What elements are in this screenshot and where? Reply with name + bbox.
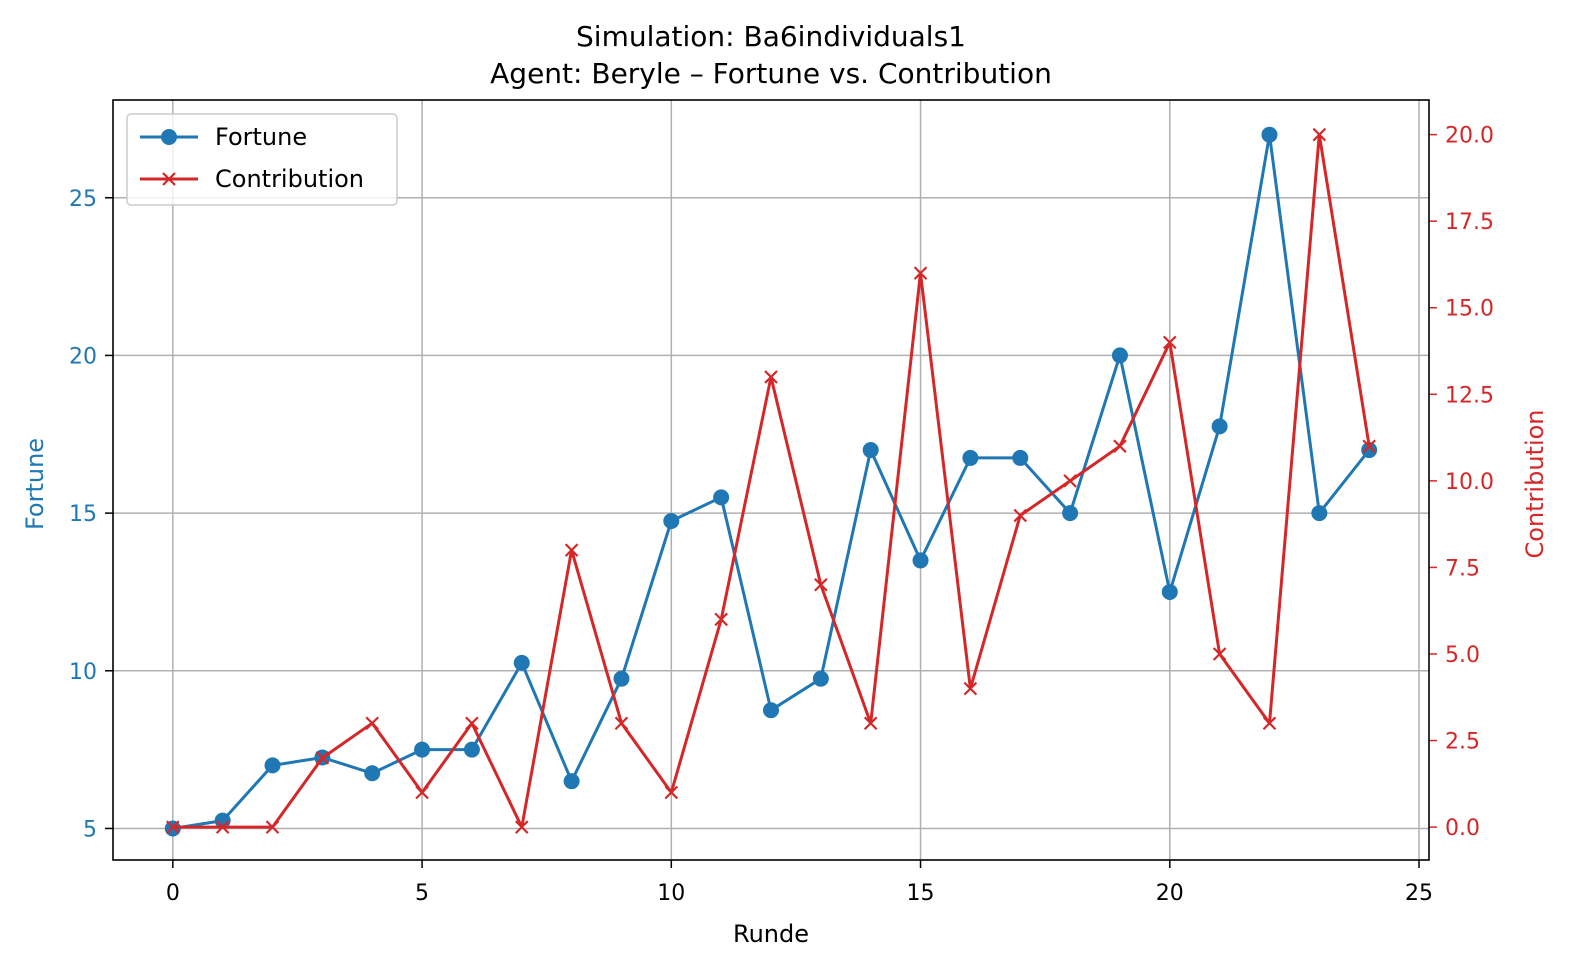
fortune-point	[1062, 505, 1079, 522]
contribution-point	[1163, 335, 1177, 350]
contribution-point	[315, 751, 330, 765]
x-tick-label: 0	[166, 881, 180, 906]
chart-title: Simulation: Ba6individuals1	[576, 20, 966, 53]
legend-contribution-marker	[162, 172, 176, 186]
y-left-tick-label: 5	[83, 817, 97, 842]
fortune-point	[962, 449, 979, 466]
fortune-point	[763, 702, 779, 719]
fortune-point	[1361, 442, 1378, 459]
y-right-tick-label: 10.0	[1445, 470, 1494, 495]
legend-fortune-marker	[161, 129, 177, 145]
grid-lines	[113, 100, 1429, 860]
legend-fortune-label: Fortune	[215, 123, 307, 151]
contribution-point	[1212, 647, 1227, 661]
contribution-point	[664, 785, 679, 800]
fortune-point	[264, 757, 281, 774]
y-right-tick-label: 0.0	[1445, 816, 1480, 841]
y-right-tick-label: 2.5	[1445, 730, 1480, 755]
contribution-point	[215, 820, 230, 834]
y-right-tick-label: 5.0	[1445, 643, 1480, 668]
fortune-point	[663, 512, 680, 529]
y-left-tick-label: 20	[69, 344, 97, 369]
y-axis-left-label: Fortune	[21, 438, 49, 530]
fortune-point	[513, 654, 530, 671]
fortune-point	[563, 773, 580, 790]
contribution-point	[1013, 508, 1028, 523]
contribution-point	[1362, 439, 1376, 454]
fortune-point	[713, 489, 730, 506]
fortune-point	[912, 552, 929, 569]
fortune-point	[1311, 505, 1328, 522]
y-axis-right-label: Contribution	[1521, 409, 1549, 558]
y-left-tick-label: 25	[69, 187, 97, 212]
contribution-point	[564, 543, 579, 557]
fortune-point	[414, 741, 431, 758]
fortune-point	[1111, 347, 1128, 364]
contribution-point	[365, 716, 379, 731]
contribution-point	[415, 785, 429, 800]
x-tick-label: 15	[907, 881, 935, 906]
contribution-point	[1312, 127, 1327, 142]
x-tick-label: 5	[415, 881, 429, 906]
y-left-tick-label: 10	[69, 660, 97, 685]
contribution-point	[1063, 474, 1077, 488]
y-right-tick-label: 17.5	[1445, 210, 1494, 235]
contribution-point	[514, 820, 529, 834]
chart-subtitle: Agent: Beryle – Fortune vs. Contribution	[490, 57, 1052, 90]
x-tick-label: 20	[1156, 881, 1184, 906]
plot-frame	[112, 99, 1430, 861]
contribution-point	[166, 820, 180, 834]
fortune-point	[812, 670, 829, 687]
contribution-point	[863, 716, 878, 731]
y-left-tick-label: 15	[69, 502, 97, 527]
fortune-point	[862, 442, 879, 459]
legend-contribution-label: Contribution	[215, 165, 364, 193]
x-axis-label: Runde	[733, 920, 809, 948]
y-right-tick-label: 20.0	[1445, 124, 1494, 149]
contribution-point	[465, 716, 479, 731]
contribution-point	[963, 681, 978, 696]
x-tick-label: 10	[657, 881, 685, 906]
x-tick-label: 25	[1405, 881, 1433, 906]
fortune-point	[1211, 418, 1228, 435]
fortune-point	[1161, 583, 1178, 600]
series-layer	[164, 126, 1378, 837]
contribution-point	[714, 612, 728, 627]
fortune-point	[463, 741, 480, 758]
fortune-point	[1012, 449, 1029, 466]
y-right-tick-label: 12.5	[1445, 383, 1494, 408]
contribution-point	[1262, 716, 1277, 731]
contribution-point	[764, 370, 778, 384]
ticks-layer: 0 5 10 15 20 25 5 10 15 20 25 0.0 2.5 5.0 7.5 10.0 12.5 1…	[69, 124, 1494, 906]
fortune-point	[364, 765, 381, 782]
contribution-point	[1113, 439, 1127, 454]
legend: Fortune Contribution	[126, 113, 398, 206]
fortune-point	[1261, 126, 1278, 143]
fortune-point	[613, 670, 630, 687]
contribution-point	[913, 266, 928, 280]
contribution-point	[814, 577, 828, 592]
y-right-tick-label: 7.5	[1445, 556, 1480, 581]
contribution-point	[265, 820, 280, 834]
contribution-point	[614, 716, 629, 731]
y-right-tick-label: 15.0	[1445, 297, 1494, 322]
